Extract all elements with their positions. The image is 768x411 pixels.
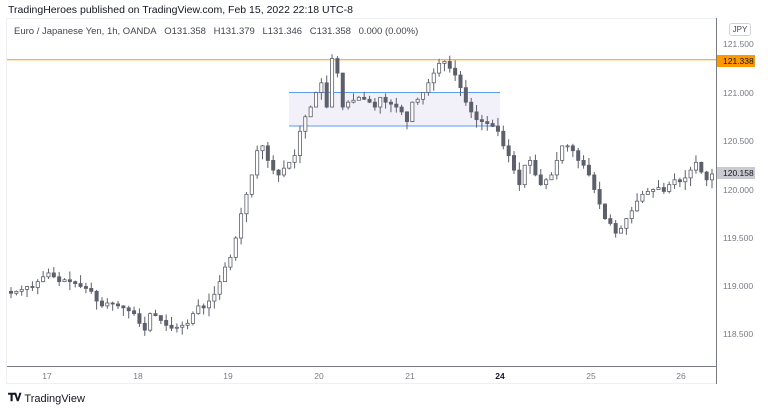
currency-button[interactable]: JPY [729, 23, 751, 36]
horizontal-line-price-label: 121.338 [717, 55, 755, 67]
last-price-label: 120.158 [717, 167, 755, 179]
time-tick: 20 [314, 371, 324, 381]
price-tick: 118.500 [723, 329, 754, 339]
ohlc-low: L131.346 [262, 26, 303, 37]
symbol-name[interactable]: Euro / Japanese Yen, 1h, OANDA [14, 26, 157, 37]
tradingview-logo[interactable]: 𝐓𝐕 TradingView [8, 392, 85, 405]
ohlc-high: H131.379 [213, 26, 255, 37]
price-tick: 119.500 [723, 233, 754, 243]
time-tick: 19 [223, 371, 233, 381]
time-tick: 24 [495, 371, 505, 381]
price-tick: 121.000 [723, 88, 754, 98]
axis-corner [716, 366, 717, 384]
price-tick: 120.000 [723, 185, 754, 195]
ohlc-open: O131.358 [164, 26, 206, 37]
time-tick: 21 [405, 371, 415, 381]
published-caption: TradingHeroes published on TradingView.c… [8, 4, 353, 16]
time-axis[interactable] [7, 366, 716, 384]
price-axis[interactable] [716, 18, 762, 384]
time-tick: 25 [586, 371, 596, 381]
time-tick: 18 [133, 371, 143, 381]
time-tick: 26 [676, 371, 686, 381]
ohlc-close: C131.358 [309, 26, 351, 37]
time-tick: 17 [42, 371, 52, 381]
tradingview-logo-icon: 𝐓𝐕 [8, 392, 21, 404]
price-tick: 121.500 [723, 39, 754, 49]
price-tick: 120.500 [723, 136, 754, 146]
price-tick: 119.000 [723, 281, 754, 291]
ohlc-change: 0.000 (0.00%) [358, 26, 419, 37]
symbol-legend: Euro / Japanese Yen, 1h, OANDA O131.358 … [14, 26, 423, 37]
brand-name: TradingView [24, 392, 85, 405]
